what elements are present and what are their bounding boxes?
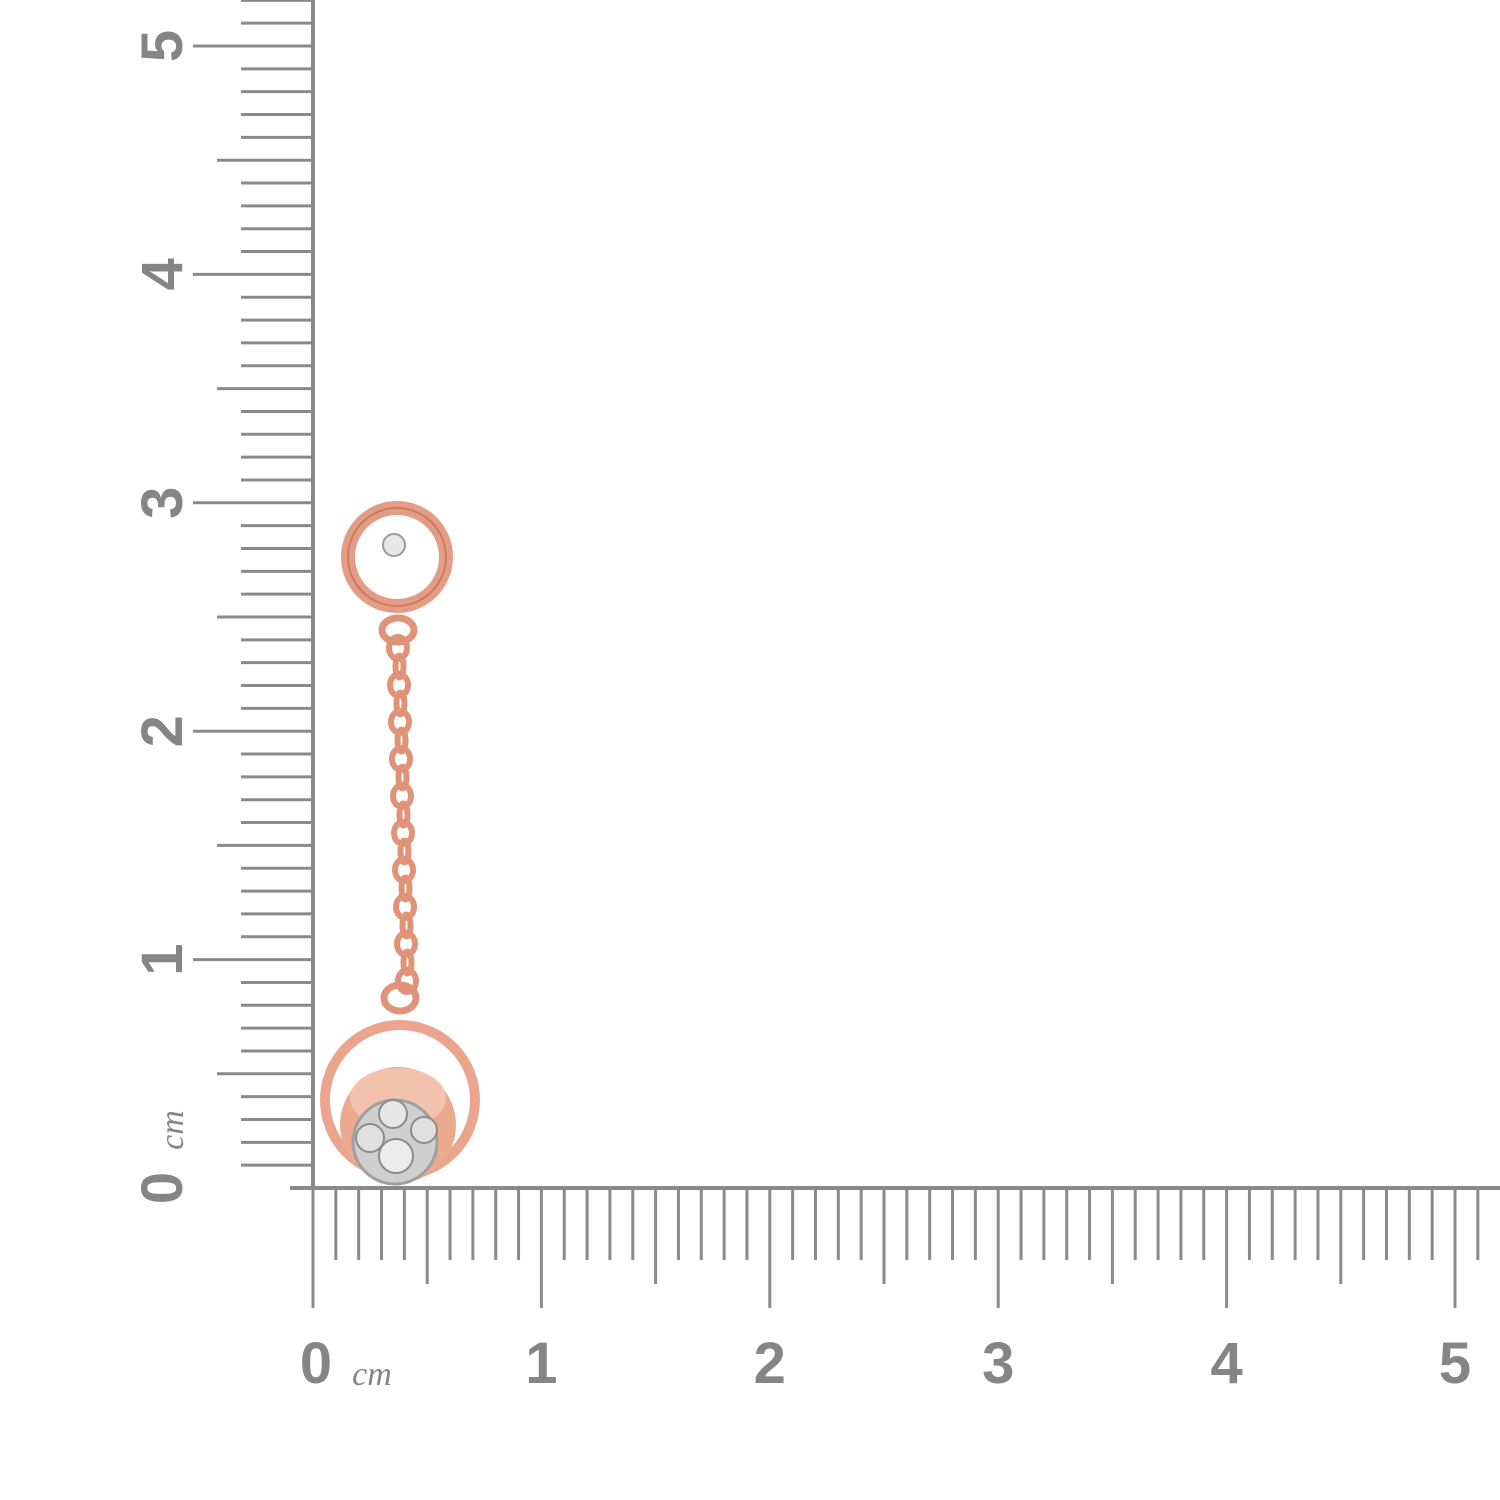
y-ruler-label: 4 — [130, 258, 195, 290]
x-ruler-label: 0 — [300, 1331, 332, 1396]
x-ruler-label: 2 — [754, 1331, 786, 1396]
ruler: 0 1 2 3 4 5 0 1 2 3 4 5 cm cm — [130, 0, 1500, 1396]
chain-link — [394, 726, 409, 755]
y-ruler-label: 3 — [130, 487, 195, 519]
chain-link — [400, 948, 415, 977]
x-ruler-label: 4 — [1210, 1331, 1242, 1396]
x-ruler-label: 1 — [525, 1331, 557, 1396]
unit-label: cm — [154, 1110, 191, 1150]
chain-link — [393, 689, 408, 718]
y-ruler-label: 0 — [130, 1172, 195, 1204]
y-ruler-label: 2 — [130, 715, 195, 747]
x-ruler-label: 3 — [982, 1331, 1014, 1396]
chain-link — [395, 967, 419, 995]
chain-link — [395, 763, 410, 792]
chain-link — [399, 911, 414, 940]
chain-link — [398, 874, 413, 903]
chain-link — [392, 652, 407, 681]
unit-label: cm — [352, 1356, 392, 1393]
x-ruler-label: 5 — [1439, 1331, 1471, 1396]
chain-link — [396, 800, 411, 829]
chain-link — [397, 837, 412, 866]
earring — [320, 501, 480, 1186]
y-ruler-label: 1 — [130, 943, 195, 975]
y-ruler-label: 5 — [130, 30, 195, 62]
